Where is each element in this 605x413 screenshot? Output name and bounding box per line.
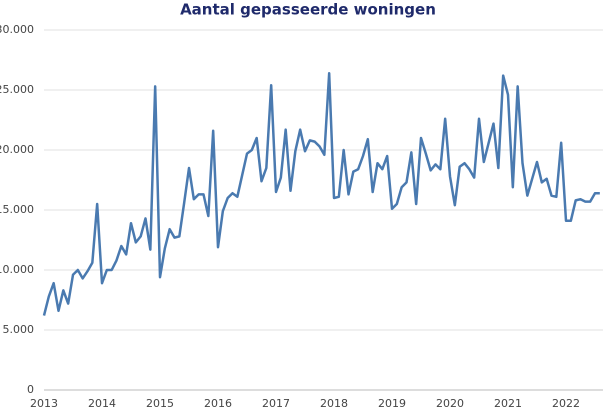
x-tick-label: 2020 (436, 397, 464, 410)
y-tick-label: 30.000 (0, 23, 34, 36)
x-tick-label: 2017 (262, 397, 290, 410)
x-tick-label: 2019 (378, 397, 406, 410)
y-tick-label: 10.000 (0, 263, 34, 276)
y-tick-label: 15.000 (0, 203, 34, 216)
y-tick-label: 0 (27, 383, 34, 396)
x-tick-label: 2021 (494, 397, 522, 410)
y-tick-label: 20.000 (0, 143, 34, 156)
x-tick-label: 2018 (320, 397, 348, 410)
x-tick-label: 2016 (204, 397, 232, 410)
x-tick-label: 2014 (88, 397, 116, 410)
data-line (42, 71, 600, 316)
x-tick-label: 2022 (552, 397, 580, 410)
x-tick-label: 2015 (146, 397, 174, 410)
y-tick-label: 5.000 (3, 323, 35, 336)
y-tick-label: 25.000 (0, 83, 34, 96)
x-tick-label: 2013 (30, 397, 58, 410)
chart-title: Aantal gepasseerde woningen (180, 1, 436, 19)
